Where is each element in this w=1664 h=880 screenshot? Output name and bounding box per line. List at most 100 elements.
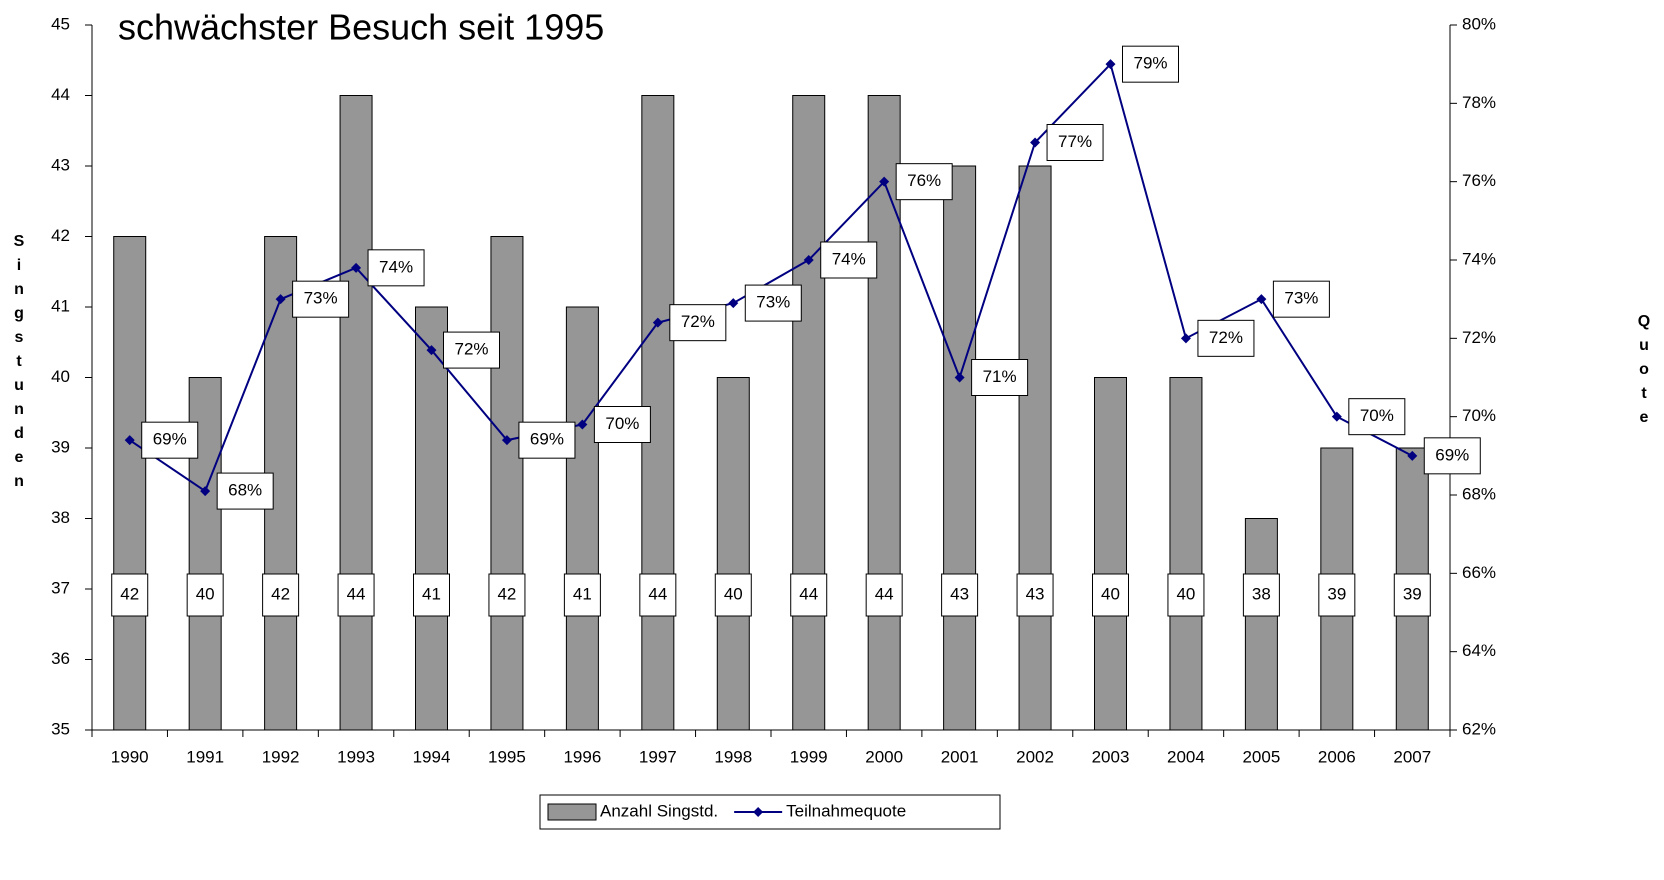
- bar: [490, 236, 524, 731]
- bar-label-box: [639, 573, 677, 617]
- marker: [879, 176, 890, 187]
- bar-label: 42: [497, 584, 516, 603]
- x-tick-label: 2000: [865, 747, 903, 766]
- x-tick-label: 1993: [337, 747, 375, 766]
- line-label: 74%: [832, 249, 866, 268]
- marker: [1105, 59, 1116, 70]
- y-axis-label: Singstunden: [13, 233, 25, 490]
- x-tick-label: 1992: [262, 747, 300, 766]
- bar: [792, 95, 826, 731]
- marker: [426, 345, 437, 356]
- bar: [1018, 165, 1052, 731]
- bar-label-box: [1167, 573, 1205, 617]
- bar-label: 43: [1026, 584, 1045, 603]
- line-label-box: [292, 280, 350, 318]
- line-label-box: [744, 284, 802, 322]
- bar-label-box: [1318, 573, 1356, 617]
- y-tick-label: 36: [51, 649, 70, 668]
- x-tick-label: 2001: [941, 747, 979, 766]
- line-label-box: [971, 359, 1029, 396]
- x-tick-label: 1997: [639, 747, 677, 766]
- y-tick-label: 45: [51, 14, 70, 33]
- bar-label-box: [865, 573, 903, 617]
- line-label: 69%: [1435, 445, 1469, 464]
- bar-label: 38: [1252, 584, 1271, 603]
- marker: [1256, 294, 1267, 305]
- bar: [943, 165, 977, 731]
- line-label: 73%: [756, 293, 790, 312]
- bar: [339, 95, 373, 731]
- line-label-box: [1122, 45, 1179, 83]
- marker: [728, 298, 739, 309]
- line-label: 72%: [681, 312, 715, 331]
- line-label: 69%: [153, 430, 187, 449]
- bar-label-box: [186, 573, 224, 617]
- bar-label: 42: [120, 584, 139, 603]
- bar: [1094, 377, 1127, 731]
- x-tick-label: 1990: [111, 747, 149, 766]
- line-label-box: [1197, 319, 1255, 357]
- line-label-box: [1423, 437, 1481, 475]
- x-tick-label: 2007: [1393, 747, 1431, 766]
- line-label-box: [1348, 398, 1406, 436]
- bar-label-box: [714, 573, 752, 617]
- line-label: 70%: [1360, 406, 1394, 425]
- x-tick-label: 2006: [1318, 747, 1356, 766]
- bar-label: 40: [1101, 584, 1120, 603]
- y-tick-label: 40: [51, 367, 70, 386]
- bar-label: 44: [799, 584, 818, 603]
- bar-label: 44: [648, 584, 667, 603]
- marker: [200, 486, 211, 497]
- marker: [1180, 333, 1191, 344]
- bar: [113, 236, 147, 731]
- bar-label-box: [488, 573, 526, 617]
- bar: [565, 306, 599, 731]
- line-label-box: [593, 406, 651, 443]
- y2-tick-label: 78%: [1462, 93, 1496, 112]
- bar: [1244, 518, 1278, 731]
- bar-label-box: [941, 573, 979, 617]
- y2-tick-label: 62%: [1462, 719, 1496, 738]
- bar-label: 40: [1176, 584, 1195, 603]
- bar-label: 43: [950, 584, 969, 603]
- line-label: 77%: [1058, 132, 1092, 151]
- bar-label: 40: [196, 584, 215, 603]
- line-label-box: [216, 472, 274, 510]
- line-label: 76%: [907, 171, 941, 190]
- bar-label: 41: [422, 584, 441, 603]
- line-label: 70%: [605, 414, 639, 433]
- marker: [1030, 137, 1041, 148]
- marker: [803, 255, 814, 265]
- y2-tick-label: 72%: [1462, 328, 1496, 347]
- x-tick-label: 2004: [1167, 747, 1205, 766]
- x-tick-label: 1998: [714, 747, 752, 766]
- y2-tick-label: 68%: [1462, 484, 1496, 503]
- bar-label-box: [563, 573, 601, 617]
- y-tick-label: 42: [51, 226, 70, 245]
- y-tick-label: 44: [51, 85, 70, 104]
- bar: [1169, 377, 1203, 731]
- bar-label-box: [1092, 573, 1129, 617]
- y2-axis-label: Quote: [1637, 313, 1651, 426]
- x-tick-label: 2005: [1242, 747, 1280, 766]
- chart-title: schwächster Besuch seit 1995: [118, 7, 604, 48]
- line-label-box: [820, 241, 878, 279]
- bar-label: 44: [347, 584, 366, 603]
- line-label-box: [518, 421, 576, 459]
- legend-swatch: [547, 803, 597, 821]
- marker: [577, 419, 588, 430]
- marker: [652, 317, 663, 328]
- bar-label-box: [1016, 573, 1054, 617]
- bar-label: 39: [1327, 584, 1346, 603]
- bar-label-box: [790, 573, 828, 617]
- line-label-box: [443, 331, 500, 369]
- line-label: 72%: [454, 340, 488, 359]
- y-tick-label: 43: [51, 155, 70, 174]
- bar-label-box: [1242, 573, 1280, 617]
- line-label: 73%: [304, 289, 338, 308]
- line-label-box: [1272, 280, 1330, 318]
- y2-tick-label: 80%: [1462, 14, 1496, 33]
- bar: [867, 95, 901, 731]
